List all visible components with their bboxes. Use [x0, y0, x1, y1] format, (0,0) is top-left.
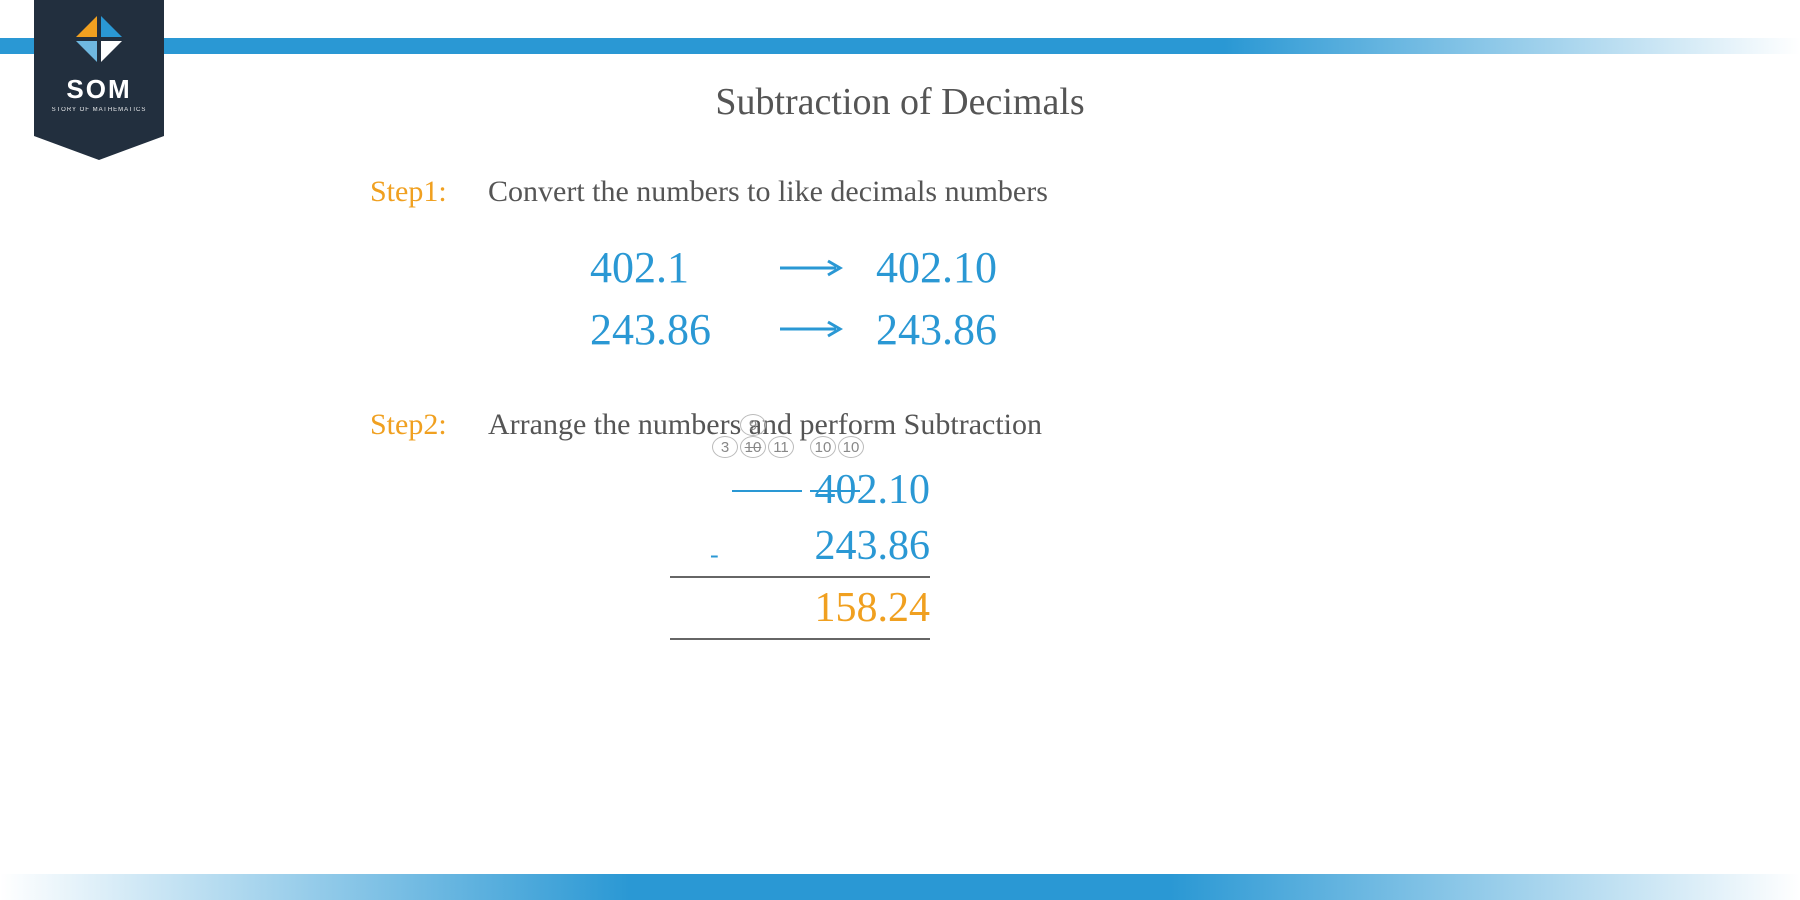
- bottom-accent-bar: [0, 874, 1800, 900]
- logo-subtitle: STORY OF MATHEMATICS: [34, 107, 164, 113]
- borrow-top-0: [712, 414, 738, 436]
- borrow-gap: [796, 436, 808, 458]
- borrow-row-top: 9: [712, 414, 864, 436]
- strike-1: [732, 490, 802, 492]
- borrow-top-1: 9: [740, 414, 766, 436]
- minus-sign: -: [710, 540, 719, 570]
- step1-label: Step1:: [370, 175, 460, 209]
- step2-row: Step2: Arrange the numbers and perform S…: [370, 408, 1600, 442]
- borrow-top-2: [768, 414, 794, 436]
- borrow-1: 10: [740, 436, 766, 458]
- subtrahend-row: - 243.86: [670, 522, 930, 578]
- conversion-line-1: 402.1 402.10: [590, 237, 1600, 299]
- arrow-icon: [778, 319, 848, 339]
- borrow-top-4: [838, 414, 864, 436]
- step1-row: Step1: Convert the numbers to like decim…: [370, 175, 1600, 209]
- content-area: Step1: Convert the numbers to like decim…: [370, 175, 1600, 640]
- borrow-4: 10: [838, 436, 864, 458]
- step1-desc: Convert the numbers to like decimals num…: [488, 175, 1048, 209]
- minuend: 402.10: [670, 466, 930, 514]
- conversion-block: 402.1 402.10 243.86 243.86: [590, 237, 1600, 360]
- borrow-top-3: [810, 414, 836, 436]
- logo-tri-tl: [76, 16, 97, 37]
- logo-icon: [74, 14, 124, 64]
- arrow-icon: [778, 258, 848, 278]
- logo-badge: SOM STORY OF MATHEMATICS: [34, 0, 164, 160]
- logo-tri-tr: [101, 16, 122, 37]
- conv1-from: 402.1: [590, 237, 750, 299]
- subtraction-block: 9 3 10 11 10 10 402.10 - 243.86 158.24: [670, 466, 930, 640]
- result-value: 158.24: [670, 584, 930, 640]
- borrow-0: 3: [712, 436, 738, 458]
- borrow-row-main: 3 10 11 10 10: [712, 436, 864, 458]
- conv1-to: 402.10: [876, 237, 1036, 299]
- page-title: Subtraction of Decimals: [715, 80, 1084, 124]
- logo-tri-bl: [76, 41, 97, 62]
- borrow-2: 11: [768, 436, 794, 458]
- logo-text: SOM: [34, 74, 164, 105]
- strike-2: [810, 490, 860, 492]
- top-accent-bar: [0, 38, 1800, 54]
- step2-label: Step2:: [370, 408, 460, 442]
- conv2-from: 243.86: [590, 299, 750, 361]
- subtrahend-value: 243.86: [815, 523, 931, 569]
- conversion-line-2: 243.86 243.86: [590, 299, 1600, 361]
- borrow-3: 10: [810, 436, 836, 458]
- conv2-to: 243.86: [876, 299, 1036, 361]
- borrow-top-gap: [796, 414, 808, 436]
- logo-tri-br: [101, 41, 122, 62]
